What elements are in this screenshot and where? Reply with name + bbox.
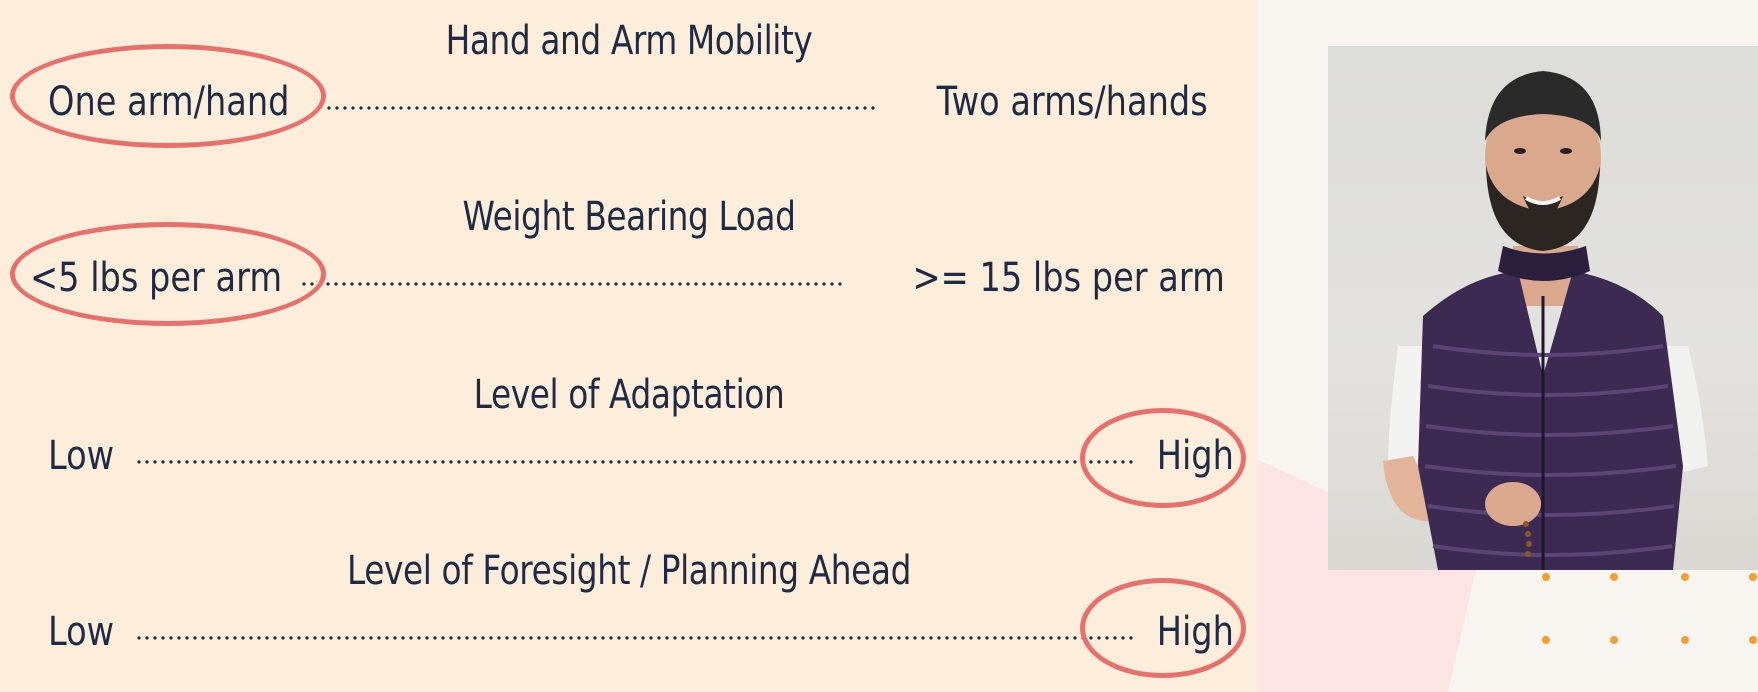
scale-title-level-of-foresight: Level of Foresight / Planning Ahead [346, 548, 912, 594]
decorative-dot-grid [1542, 573, 1757, 644]
scale-title-weight-bearing-load: Weight Bearing Load [462, 194, 796, 240]
scales-panel: Hand and Arm Mobility One arm/hand Two a… [0, 0, 1258, 692]
scale-dotted-line [300, 282, 846, 286]
selection-circle [10, 44, 326, 148]
scale-title-level-of-adaptation: Level of Adaptation [473, 372, 785, 418]
scale-row-level-of-adaptation: Low High [48, 430, 1238, 482]
photo-panel [1258, 0, 1758, 692]
scale-left-label: Low [48, 609, 115, 655]
selection-circle [1080, 408, 1246, 508]
selection-circle [1080, 578, 1246, 678]
scale-left-label: Low [48, 433, 115, 479]
decorative-pink-shape [1258, 460, 1478, 692]
scale-row-level-of-foresight: Low High [48, 606, 1238, 658]
person-photo [1328, 46, 1758, 570]
scale-dotted-line [134, 460, 1135, 464]
scale-dotted-line [134, 636, 1135, 640]
scale-title-hand-arm-mobility: Hand and Arm Mobility [445, 18, 813, 64]
scale-dotted-line [325, 106, 878, 110]
scale-right-label: >= 15 lbs per arm [912, 255, 1225, 301]
selection-circle [10, 222, 326, 326]
scale-right-label: Two arms/hands [936, 79, 1208, 125]
